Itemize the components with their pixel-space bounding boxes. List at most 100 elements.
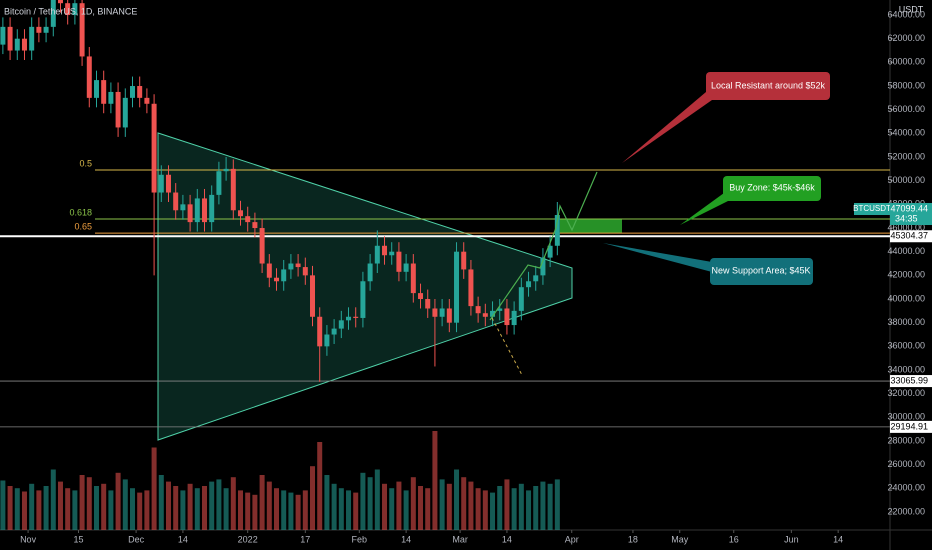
x-tick-label: Jun xyxy=(784,534,799,544)
volume-bar xyxy=(129,488,135,530)
volume-bar xyxy=(93,486,99,530)
candle-body xyxy=(43,26,49,33)
y-tick-label: 50000.00 xyxy=(887,175,925,185)
volume-bar xyxy=(72,490,78,530)
y-tick-label: 38000.00 xyxy=(887,317,925,327)
candle-body xyxy=(187,204,193,223)
volume-bar xyxy=(180,490,186,530)
last-price-label: 47099.44 xyxy=(890,203,928,213)
candle-body xyxy=(526,281,532,288)
volume-bar xyxy=(144,490,150,530)
candle-body xyxy=(360,281,366,318)
volume-bar xyxy=(526,490,532,530)
candle-body xyxy=(144,97,150,104)
volume-bar xyxy=(302,490,308,530)
volume-bar xyxy=(209,481,215,530)
volume-bar xyxy=(43,486,49,530)
volume-bar xyxy=(194,488,200,530)
volume-bar xyxy=(338,488,344,530)
volume-bar xyxy=(446,483,452,530)
price-tag xyxy=(890,375,932,388)
volume-bar xyxy=(324,475,330,530)
y-tick-label: 28000.00 xyxy=(887,435,925,445)
y-tick-label: 24000.00 xyxy=(887,483,925,493)
candle-body xyxy=(209,194,215,223)
volume-bar xyxy=(317,442,323,530)
y-tick-label: 54000.00 xyxy=(887,128,925,138)
price-tag xyxy=(890,230,932,243)
volume-bar xyxy=(245,492,251,530)
volume-bar xyxy=(461,477,467,530)
breakdown-arrow xyxy=(491,317,523,376)
candle-body xyxy=(252,222,258,229)
volume-bar xyxy=(504,479,510,530)
volume-bar xyxy=(14,488,20,530)
y-tick-label: 52000.00 xyxy=(887,151,925,161)
candle-body xyxy=(129,86,135,98)
y-tick-label: 22000.00 xyxy=(887,506,925,516)
candle-body xyxy=(223,168,229,172)
candle-body xyxy=(151,103,157,193)
volume-bar xyxy=(137,492,143,530)
candle-body xyxy=(374,245,380,264)
candle-body xyxy=(173,192,179,211)
volume-bar xyxy=(374,469,380,530)
candle-body xyxy=(389,251,395,256)
price-tag xyxy=(890,420,932,433)
volume-bar xyxy=(382,483,388,530)
volume-bar xyxy=(346,490,352,530)
volume-bar xyxy=(547,483,553,530)
x-tick-label: 15 xyxy=(73,534,83,544)
volume-bar xyxy=(475,488,481,530)
volume-bar xyxy=(533,486,539,530)
candle-body xyxy=(57,0,63,4)
x-tick-label: Feb xyxy=(352,534,368,544)
volume-bar xyxy=(360,472,366,530)
price-tag-label: 29194.91 xyxy=(890,421,928,431)
volume-bar xyxy=(259,475,265,530)
x-tick-label: Nov xyxy=(20,534,37,544)
symbol-label: BTCUSDT xyxy=(853,204,891,213)
candle-body xyxy=(403,263,409,272)
volume-bar xyxy=(490,492,496,530)
candle-body xyxy=(281,269,287,282)
x-tick-label: 16 xyxy=(729,534,739,544)
y-tick-label: 64000.00 xyxy=(887,9,925,19)
candle-body xyxy=(0,26,6,45)
volume-bar xyxy=(165,481,171,530)
candle-body xyxy=(101,80,107,104)
volume-bar xyxy=(223,488,229,530)
candle-body xyxy=(324,334,330,347)
countdown: 34:35 xyxy=(895,213,918,223)
volume-bar xyxy=(57,481,63,530)
volume-bar xyxy=(108,490,114,530)
candle-body xyxy=(497,308,503,311)
volume-bar xyxy=(29,483,35,530)
candle-body xyxy=(158,174,164,193)
y-tick-label: 44000.00 xyxy=(887,246,925,256)
candle-body xyxy=(79,3,85,57)
volume-bar xyxy=(274,488,280,530)
candle-body xyxy=(201,198,207,223)
candle-body xyxy=(418,293,424,300)
volume-bar xyxy=(540,481,546,530)
candle-body xyxy=(410,263,416,294)
candle-body xyxy=(338,320,344,329)
volume-bar xyxy=(0,480,6,530)
candle-body xyxy=(382,245,388,256)
volume-bar xyxy=(122,479,128,530)
candle-body xyxy=(302,267,308,276)
volume-bar xyxy=(425,488,431,530)
candle-body xyxy=(331,328,337,335)
candle-body xyxy=(165,174,171,193)
candle-body xyxy=(547,245,553,258)
y-tick-label: 62000.00 xyxy=(887,33,925,43)
volume-bar xyxy=(511,488,517,530)
volume-bar xyxy=(252,494,258,530)
x-tick-label: 18 xyxy=(628,534,638,544)
candle-body xyxy=(396,251,402,272)
last-price-tag xyxy=(890,203,932,226)
volume-bar xyxy=(86,477,92,530)
symbol-tag xyxy=(854,203,890,216)
